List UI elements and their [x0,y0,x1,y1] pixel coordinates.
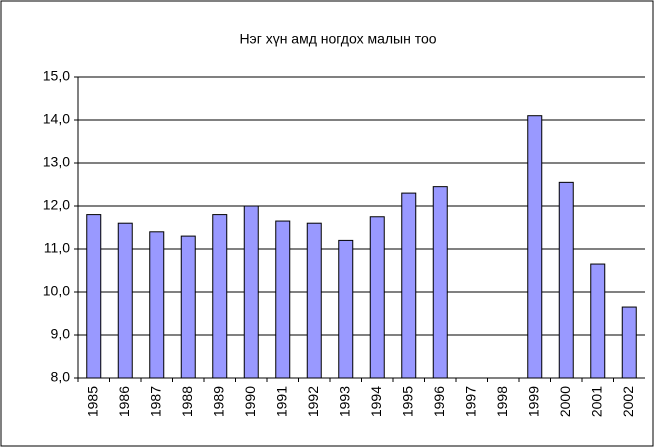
y-tick-label: 11,0 [44,240,70,256]
x-tick-label: 1988 [179,386,195,417]
x-tick-label: 1999 [525,386,541,417]
x-tick-label: 1990 [242,386,258,417]
chart-title: Нэг хүн амд ногдох малын тоо [239,31,436,47]
bar [401,192,417,379]
y-tick-label: 13,0 [43,154,70,170]
bar [180,235,196,379]
y-tick-label: 10,0 [43,283,70,299]
bar [338,239,354,379]
bar [590,263,606,379]
bar [306,222,322,379]
bar [558,181,574,379]
bar [86,214,102,379]
bar [369,216,385,379]
x-tick-label: 1985 [84,386,100,417]
x-tick-label: 2000 [557,386,573,417]
x-tick-label: 1995 [399,386,415,417]
bar [275,220,291,379]
bar [432,186,448,379]
x-tick-label: 1986 [116,386,132,417]
x-tick-label: 1996 [431,386,447,417]
bar [621,306,637,379]
y-tick-label: 15,0 [43,68,70,84]
x-tick-label: 1989 [210,386,226,417]
y-tick-label: 8,0 [51,369,71,385]
x-tick-label: 2002 [620,386,636,417]
x-tick-label: 2001 [588,386,604,417]
bar [212,214,228,379]
bar [243,205,259,379]
bar [149,231,165,379]
y-tick-label: 14,0 [43,111,70,127]
x-tick-label: 1991 [273,386,289,417]
x-tick-label: 1997 [462,386,478,417]
x-tick-label: 1992 [305,386,321,417]
x-tick-label: 1993 [336,386,352,417]
bar [527,115,543,379]
y-tick-label: 9,0 [51,326,71,342]
bar [117,222,133,379]
x-tick-label: 1994 [368,386,384,417]
y-tick-label: 12,0 [43,197,70,213]
x-tick-label: 1987 [147,386,163,417]
x-tick-label: 1998 [494,386,510,417]
